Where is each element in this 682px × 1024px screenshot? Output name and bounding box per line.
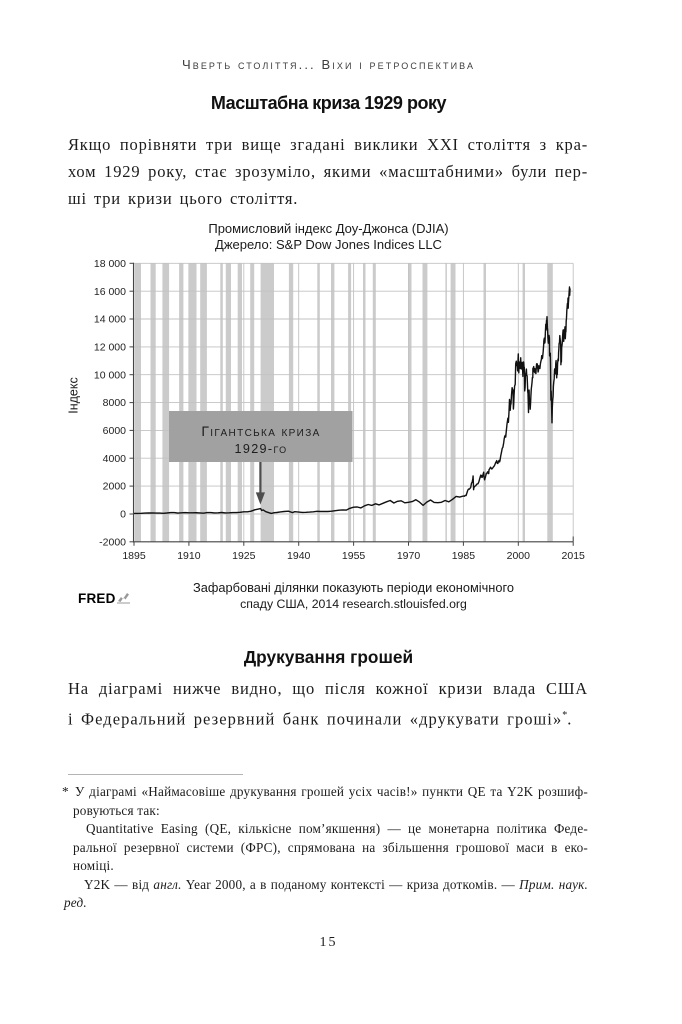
svg-text:1970: 1970: [397, 550, 421, 562]
svg-text:14 000: 14 000: [94, 314, 126, 326]
svg-text:-2000: -2000: [99, 536, 126, 548]
svg-text:1985: 1985: [452, 550, 476, 562]
svg-text:1910: 1910: [177, 550, 201, 562]
svg-text:8000: 8000: [103, 397, 127, 409]
svg-text:0: 0: [120, 509, 126, 521]
svg-text:18 000: 18 000: [94, 258, 126, 270]
svg-text:2000: 2000: [103, 481, 127, 493]
svg-text:1955: 1955: [342, 550, 366, 562]
svg-text:16 000: 16 000: [94, 286, 126, 298]
svg-text:6000: 6000: [103, 425, 127, 437]
svg-text:2000: 2000: [507, 550, 531, 562]
svg-text:10 000: 10 000: [94, 369, 126, 381]
svg-text:1925: 1925: [232, 550, 256, 562]
svg-text:4000: 4000: [103, 453, 127, 465]
svg-text:1940: 1940: [287, 550, 311, 562]
svg-text:12 000: 12 000: [94, 342, 126, 354]
svg-text:2015: 2015: [562, 550, 586, 562]
svg-text:Індекс: Індекс: [67, 377, 81, 413]
svg-text:1895: 1895: [122, 550, 146, 562]
